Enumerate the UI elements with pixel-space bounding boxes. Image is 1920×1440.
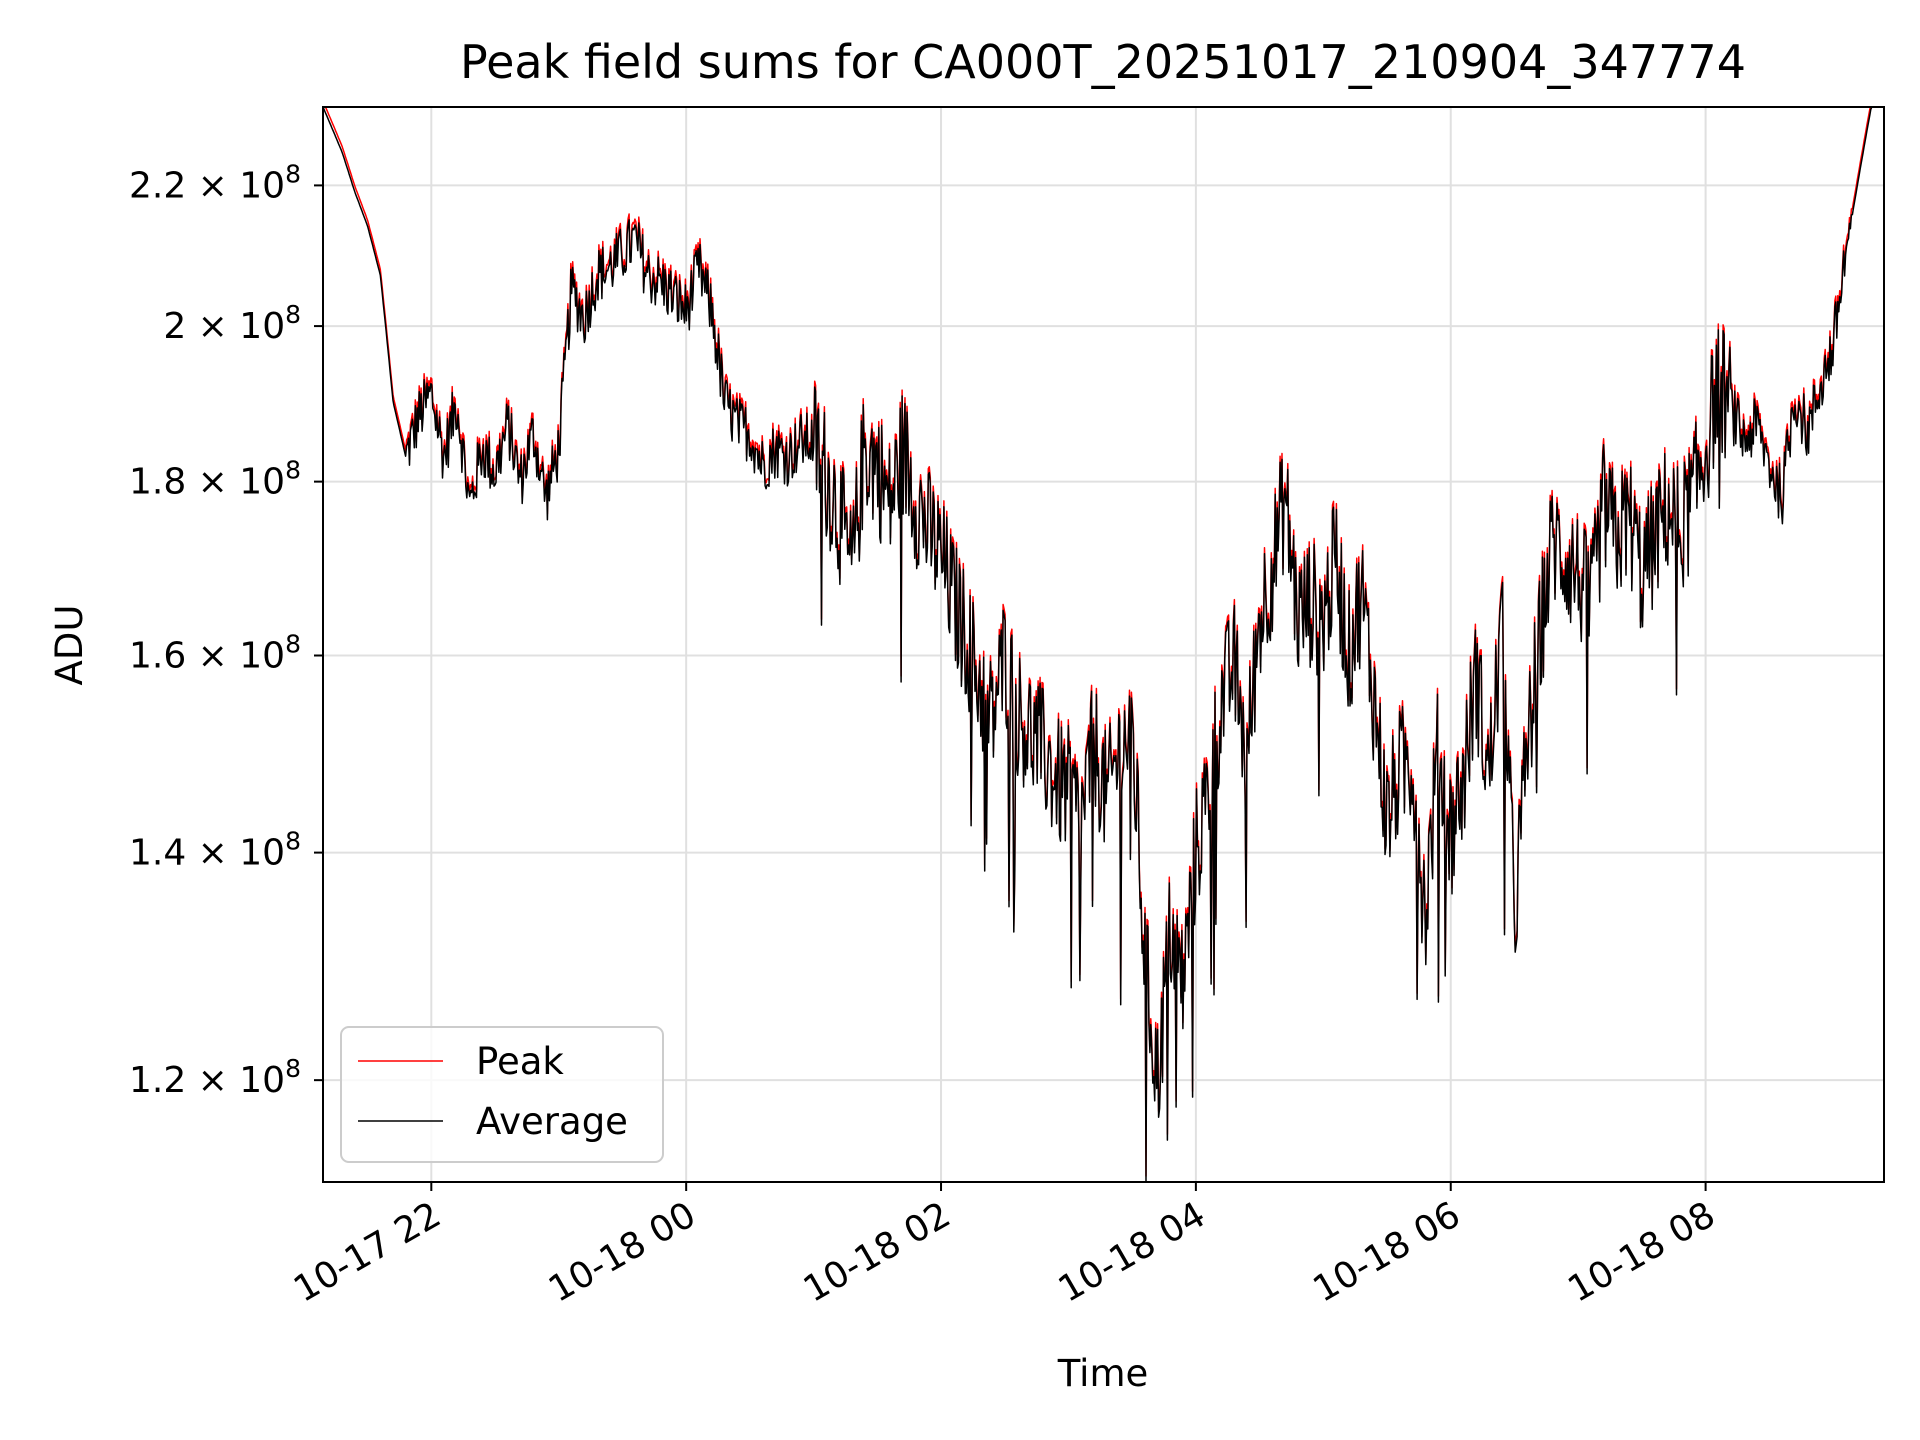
- y-tick-label: 2.2 × 108: [129, 159, 301, 206]
- y-tick-label: 1.6 × 108: [129, 629, 301, 676]
- plot-frame: [322, 106, 1885, 1183]
- series-line-average: [322, 106, 1878, 1183]
- series-layer: [322, 106, 1878, 1183]
- grid-layer: [323, 107, 1884, 1182]
- legend: Peak Average: [340, 1026, 664, 1163]
- chart-title: Peak field sums for CA000T_20251017_2109…: [460, 35, 1746, 89]
- legend-average-label: Average: [476, 1100, 628, 1143]
- y-tick-label: 2 × 108: [163, 300, 301, 347]
- legend-peak-label: Peak: [476, 1040, 564, 1083]
- y-axis-label: ADU: [48, 605, 91, 686]
- y-tick-label: 1.4 × 108: [129, 827, 301, 874]
- x-axis-label: Time: [1057, 1352, 1149, 1395]
- y-tick-label: 1.8 × 108: [129, 456, 301, 503]
- y-axis-ticks: 1.2 × 108 1.4 × 108 1.6 × 108 1.8 × 108 2 × …: [129, 159, 323, 1101]
- y-tick-label: 1.2 × 108: [129, 1054, 301, 1101]
